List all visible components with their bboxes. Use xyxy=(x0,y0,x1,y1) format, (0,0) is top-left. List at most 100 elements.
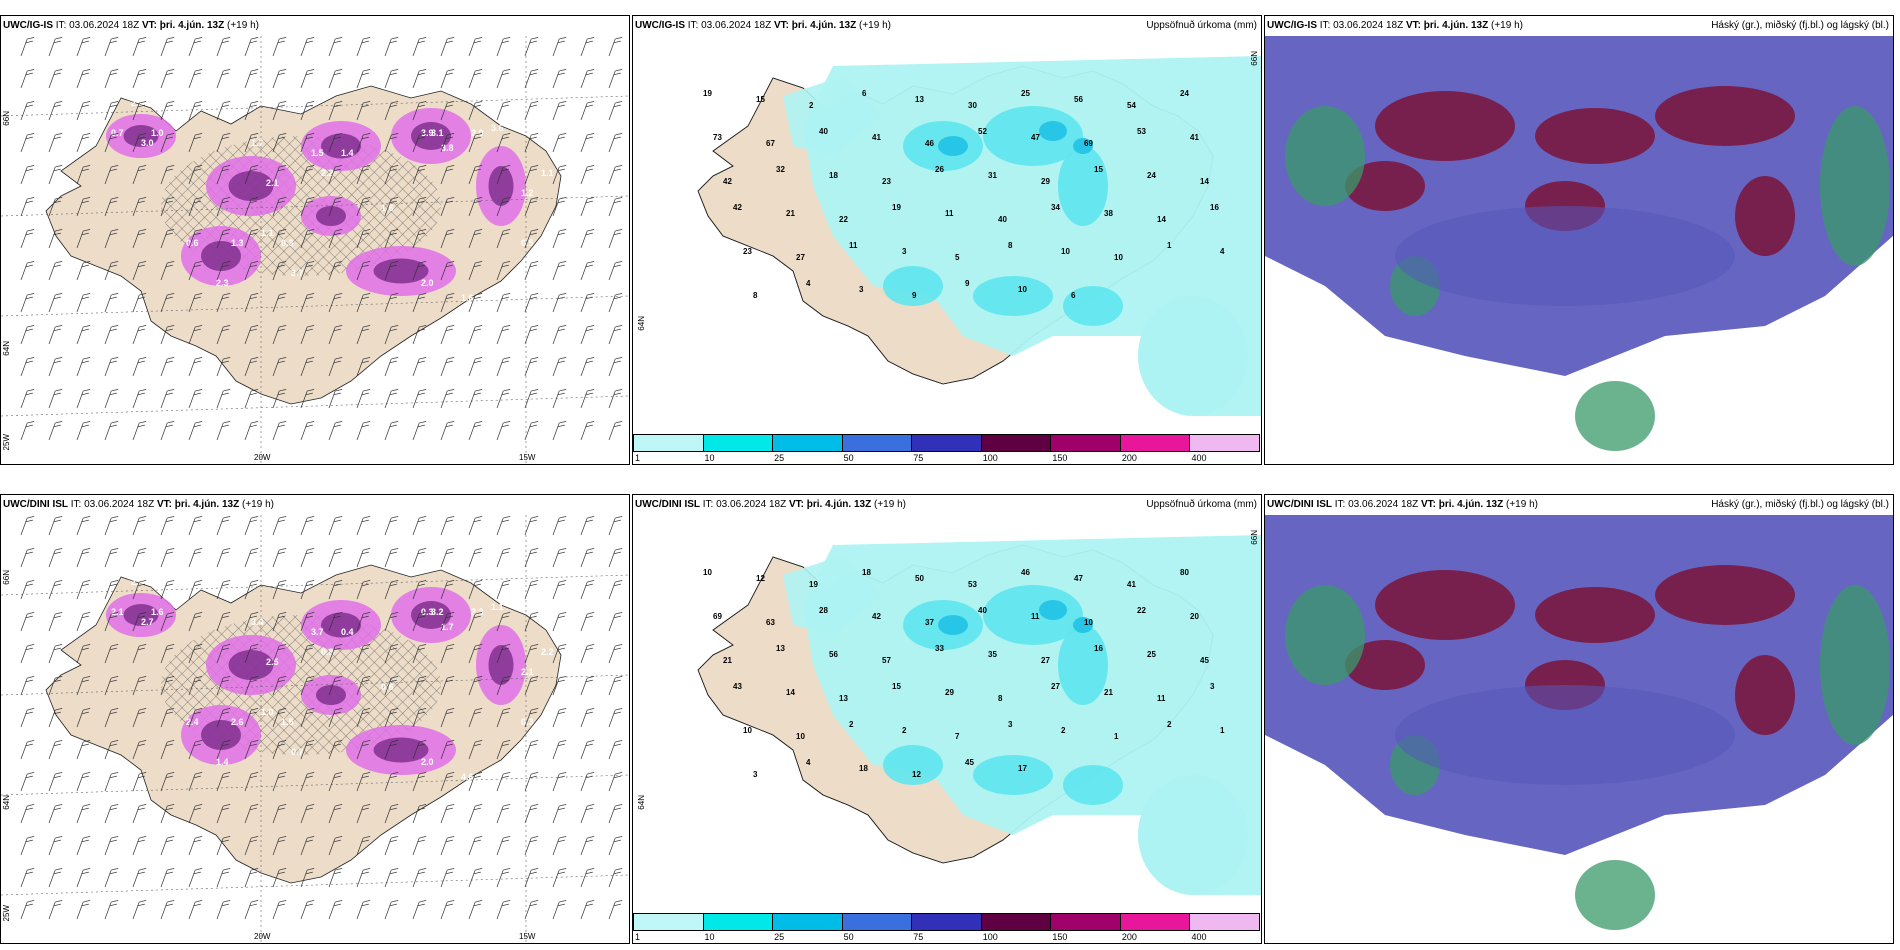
wind-barb xyxy=(300,133,315,153)
it-value: 03.06.2024 18Z xyxy=(1333,20,1404,31)
wind-barb xyxy=(160,836,175,856)
wind-barb xyxy=(20,868,35,888)
precip-area-mid xyxy=(983,106,1083,166)
wind-barb xyxy=(20,804,35,824)
wind-barb xyxy=(496,389,511,409)
wind-barb xyxy=(328,37,343,57)
wind-barb xyxy=(328,516,343,536)
wind-barb xyxy=(160,708,175,728)
mid-cloud-area xyxy=(1655,565,1795,625)
wind-barb xyxy=(216,580,231,600)
cloud-map xyxy=(1265,36,1893,464)
precip-value-label: 4 xyxy=(1220,247,1225,256)
wind-barb xyxy=(580,293,595,313)
wind-barb xyxy=(524,261,539,281)
colorbar-tick: 50 xyxy=(843,932,854,942)
precip-area-mid xyxy=(973,276,1053,316)
snow-value-label: 2.3 xyxy=(471,607,484,617)
wind-barb xyxy=(580,37,595,57)
wind-barb xyxy=(244,357,259,377)
wind-barb xyxy=(356,325,371,345)
mid-cloud-area xyxy=(1735,655,1795,735)
wind-barb xyxy=(468,229,483,249)
panel-row2-clouds: UWC/DINI ISL IT: 03.06.2024 18Z VT: þri.… xyxy=(1264,494,1894,944)
precip-colorbar: 1 10 25 50 75 100 150 200 400 xyxy=(633,913,1261,943)
wind-barb xyxy=(132,580,147,600)
wind-barb xyxy=(384,133,399,153)
wind-barb xyxy=(48,293,63,313)
wind-barb xyxy=(300,548,315,568)
precip-value-label: 2 xyxy=(809,101,814,110)
wind-barb xyxy=(132,389,147,409)
wind-barb xyxy=(608,900,623,920)
wind-barb xyxy=(356,389,371,409)
precip-value-label: 8 xyxy=(753,291,758,300)
wind-barb xyxy=(440,69,455,89)
wind-barb xyxy=(188,165,203,185)
wind-barb xyxy=(384,389,399,409)
snow-core xyxy=(316,685,346,705)
wind-barb xyxy=(216,676,231,696)
precip-value-label: 42 xyxy=(872,612,881,621)
wind-barb xyxy=(244,101,259,121)
precip-value-label: 46 xyxy=(925,139,934,148)
wind-barb xyxy=(608,868,623,888)
wind-barb xyxy=(272,389,287,409)
wind-barb xyxy=(328,69,343,89)
lon-label-20w: 20W xyxy=(254,932,271,941)
wind-barb xyxy=(104,101,119,121)
precip-area-light xyxy=(1138,296,1248,416)
wind-barb xyxy=(328,229,343,249)
precip-value-label: 1 xyxy=(1114,732,1119,741)
wind-barb xyxy=(468,900,483,920)
snow-value-label: 2.4 xyxy=(186,717,199,727)
wind-barb xyxy=(132,229,147,249)
wind-barb xyxy=(272,900,287,920)
wind-barb xyxy=(384,197,399,217)
wind-barb xyxy=(608,229,623,249)
wind-barb xyxy=(356,261,371,281)
wind-barb xyxy=(188,836,203,856)
wind-barb xyxy=(76,516,91,536)
wind-barb xyxy=(300,676,315,696)
mid-cloud-area xyxy=(1735,176,1795,256)
wind-barb xyxy=(608,772,623,792)
precip-value-label: 8 xyxy=(998,694,1003,703)
model-name: UWC/DINI ISL xyxy=(3,499,68,510)
wind-barb xyxy=(608,740,623,760)
wind-barb xyxy=(244,804,259,824)
low-cloud-area xyxy=(1575,381,1655,451)
model-name: UWC/DINI ISL xyxy=(1267,499,1332,510)
precip-value-label: 69 xyxy=(1084,139,1093,148)
wind-barb xyxy=(160,293,175,313)
wind-barb xyxy=(608,676,623,696)
wind-barb xyxy=(608,612,623,632)
cloud-map xyxy=(1265,515,1893,943)
wind-barb xyxy=(132,101,147,121)
wind-barb xyxy=(608,421,623,441)
wind-barb xyxy=(524,421,539,441)
wind-barb xyxy=(496,804,511,824)
wind-barb xyxy=(104,357,119,377)
wind-barb xyxy=(412,708,427,728)
precip-value-label: 25 xyxy=(1021,89,1030,98)
wind-barb xyxy=(48,197,63,217)
precip-area-mid xyxy=(1058,146,1108,226)
wind-barb xyxy=(496,548,511,568)
wind-barb xyxy=(468,165,483,185)
snow-value-label: 0.4 xyxy=(341,627,354,637)
wind-barb xyxy=(132,293,147,313)
wind-barb xyxy=(216,197,231,217)
wind-barb xyxy=(496,69,511,89)
wind-barb xyxy=(216,229,231,249)
wind-barb xyxy=(76,900,91,920)
precip-value-label: 2 xyxy=(849,720,854,729)
wind-barb xyxy=(356,612,371,632)
wind-barb xyxy=(384,421,399,441)
wind-barb xyxy=(468,101,483,121)
wind-barb xyxy=(160,804,175,824)
wind-barb xyxy=(300,836,315,856)
wind-barb xyxy=(524,708,539,728)
precip-value-label: 47 xyxy=(1074,574,1083,583)
wind-barb xyxy=(552,612,567,632)
